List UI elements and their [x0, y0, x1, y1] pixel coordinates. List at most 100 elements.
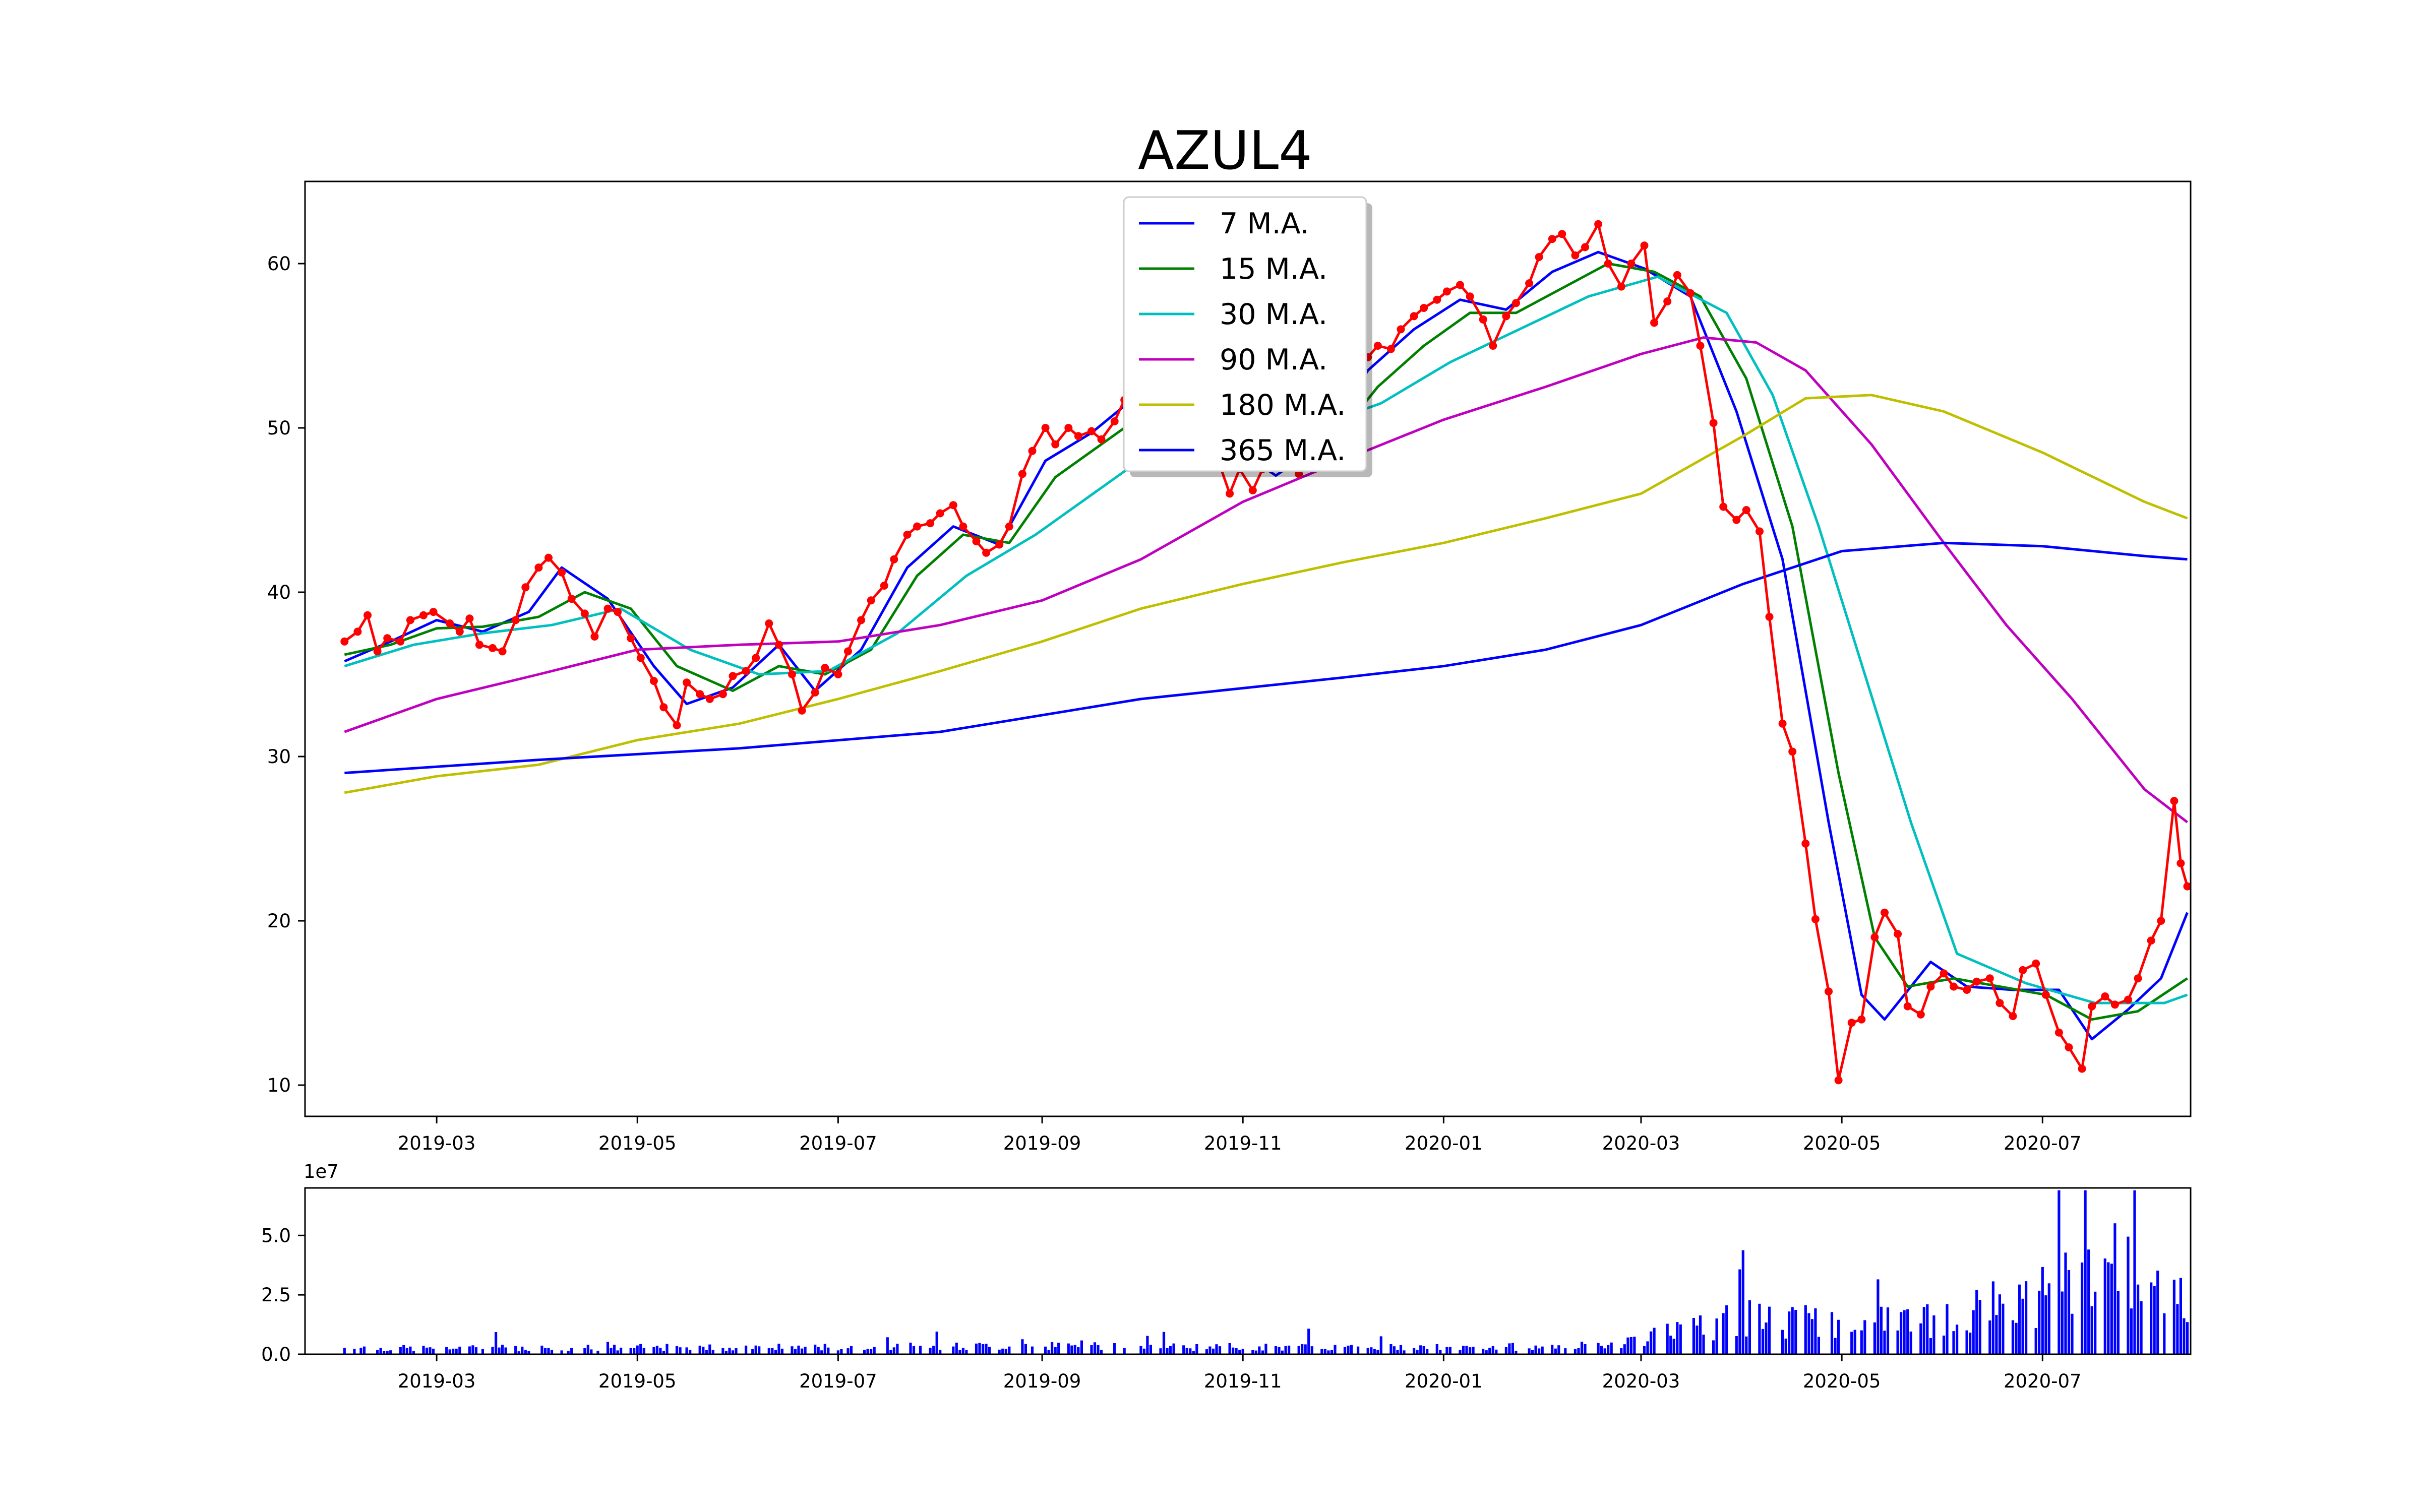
volume-bar: [596, 1351, 599, 1354]
volume-bar: [767, 1348, 770, 1354]
price-point: [880, 582, 888, 590]
volume-bar: [590, 1349, 593, 1354]
price-point: [913, 522, 921, 531]
volume-bar: [540, 1345, 543, 1354]
volume-bar: [383, 1351, 386, 1354]
volume-bar: [1646, 1341, 1649, 1354]
price-point: [718, 690, 727, 699]
price-point: [465, 614, 474, 623]
volume-bar: [1189, 1348, 1192, 1354]
volume-bar: [1541, 1346, 1544, 1354]
volume-bar: [735, 1348, 738, 1354]
price-point: [455, 627, 464, 636]
volume-bar: [1807, 1313, 1810, 1354]
price-point: [1005, 522, 1013, 531]
price-point: [2009, 1012, 2017, 1021]
price-point: [1926, 982, 1935, 991]
volume-bar: [1804, 1305, 1807, 1354]
volume-bar: [702, 1347, 705, 1354]
volume-bar: [1504, 1347, 1507, 1354]
volume-bar: [794, 1349, 797, 1354]
price-point: [834, 670, 842, 678]
price-point: [982, 548, 991, 557]
x-tick-label: 2020-05: [1803, 1132, 1881, 1154]
volume-bar: [1238, 1350, 1241, 1354]
volume-bar: [1330, 1350, 1333, 1354]
volume-bar: [1758, 1303, 1761, 1354]
volume-offset-text: 1e7: [304, 1161, 339, 1182]
volume-bar: [517, 1351, 520, 1354]
volume-bar: [1370, 1347, 1373, 1354]
volume-bar: [405, 1348, 408, 1354]
volume-bar: [1952, 1331, 1955, 1354]
price-point: [1226, 489, 1234, 498]
y-tick-label: 30: [267, 746, 291, 768]
price-point: [1466, 292, 1474, 301]
price-point: [1778, 719, 1787, 728]
volume-bar: [2113, 1223, 2116, 1354]
volume-bar: [1791, 1307, 1794, 1354]
volume-bar: [1366, 1348, 1369, 1354]
price-point: [705, 695, 714, 703]
price-point: [959, 522, 967, 531]
volume-x-tick-label: 2020-03: [1602, 1370, 1680, 1392]
price-point: [396, 637, 405, 646]
volume-bar: [988, 1347, 991, 1354]
volume-bar: [2044, 1295, 2047, 1354]
price-point: [1950, 982, 1958, 991]
volume-bar: [932, 1346, 935, 1354]
volume-bar: [1610, 1342, 1613, 1354]
volume-bar: [1459, 1350, 1462, 1354]
volume-bar: [606, 1342, 610, 1354]
volume-bar: [1077, 1347, 1080, 1354]
volume-bar: [455, 1348, 458, 1354]
legend-label: 7 M.A.: [1220, 207, 1309, 240]
volume-bar: [2038, 1290, 2041, 1354]
volume-bar: [527, 1351, 530, 1354]
volume-y-tick-label: 0.0: [261, 1344, 291, 1365]
volume-bar: [985, 1344, 988, 1354]
price-point: [659, 703, 668, 712]
price-point: [353, 627, 362, 636]
volume-bar: [1784, 1338, 1787, 1354]
volume-bar: [1288, 1345, 1291, 1354]
volume-bar: [1051, 1342, 1054, 1354]
volume-bar: [1379, 1336, 1382, 1354]
volume-bar: [1228, 1343, 1231, 1354]
volume-bar: [777, 1344, 780, 1354]
volume-bar: [343, 1348, 346, 1354]
volume-bar: [1149, 1345, 1152, 1354]
volume-bar: [1998, 1294, 2001, 1354]
y-tick-label: 10: [267, 1075, 291, 1096]
volume-bar: [1557, 1345, 1560, 1354]
volume-bar: [1090, 1345, 1093, 1354]
volume-bar: [1629, 1337, 1632, 1354]
volume-bar: [823, 1344, 826, 1354]
price-point: [2088, 1002, 2096, 1011]
volume-bar: [952, 1346, 955, 1354]
volume-bar: [1650, 1331, 1653, 1354]
volume-bar: [896, 1344, 899, 1354]
volume-x-tick-label: 2019-11: [1204, 1370, 1282, 1392]
volume-bar: [1469, 1347, 1472, 1354]
volume-bar: [481, 1349, 484, 1354]
volume-bar: [975, 1343, 978, 1354]
price-point: [1028, 447, 1037, 455]
volume-bar: [2163, 1313, 2166, 1354]
volume-bar: [452, 1348, 455, 1354]
volume-bar: [1702, 1335, 1705, 1354]
volume-bar: [1781, 1330, 1784, 1354]
price-point: [1525, 279, 1534, 288]
volume-x-tick-label: 2020-01: [1405, 1370, 1483, 1392]
volume-bar: [1021, 1339, 1024, 1354]
volume-bar: [1403, 1350, 1406, 1354]
volume-bar: [468, 1346, 471, 1354]
volume-bars: [343, 1190, 2189, 1354]
series-ma-365: [344, 541, 2188, 775]
volume-bar: [1603, 1348, 1606, 1354]
price-point: [2032, 959, 2040, 968]
volume-bar: [774, 1350, 777, 1354]
volume-bar: [1765, 1322, 1768, 1354]
price-point: [649, 677, 658, 685]
price-point: [1558, 230, 1566, 238]
